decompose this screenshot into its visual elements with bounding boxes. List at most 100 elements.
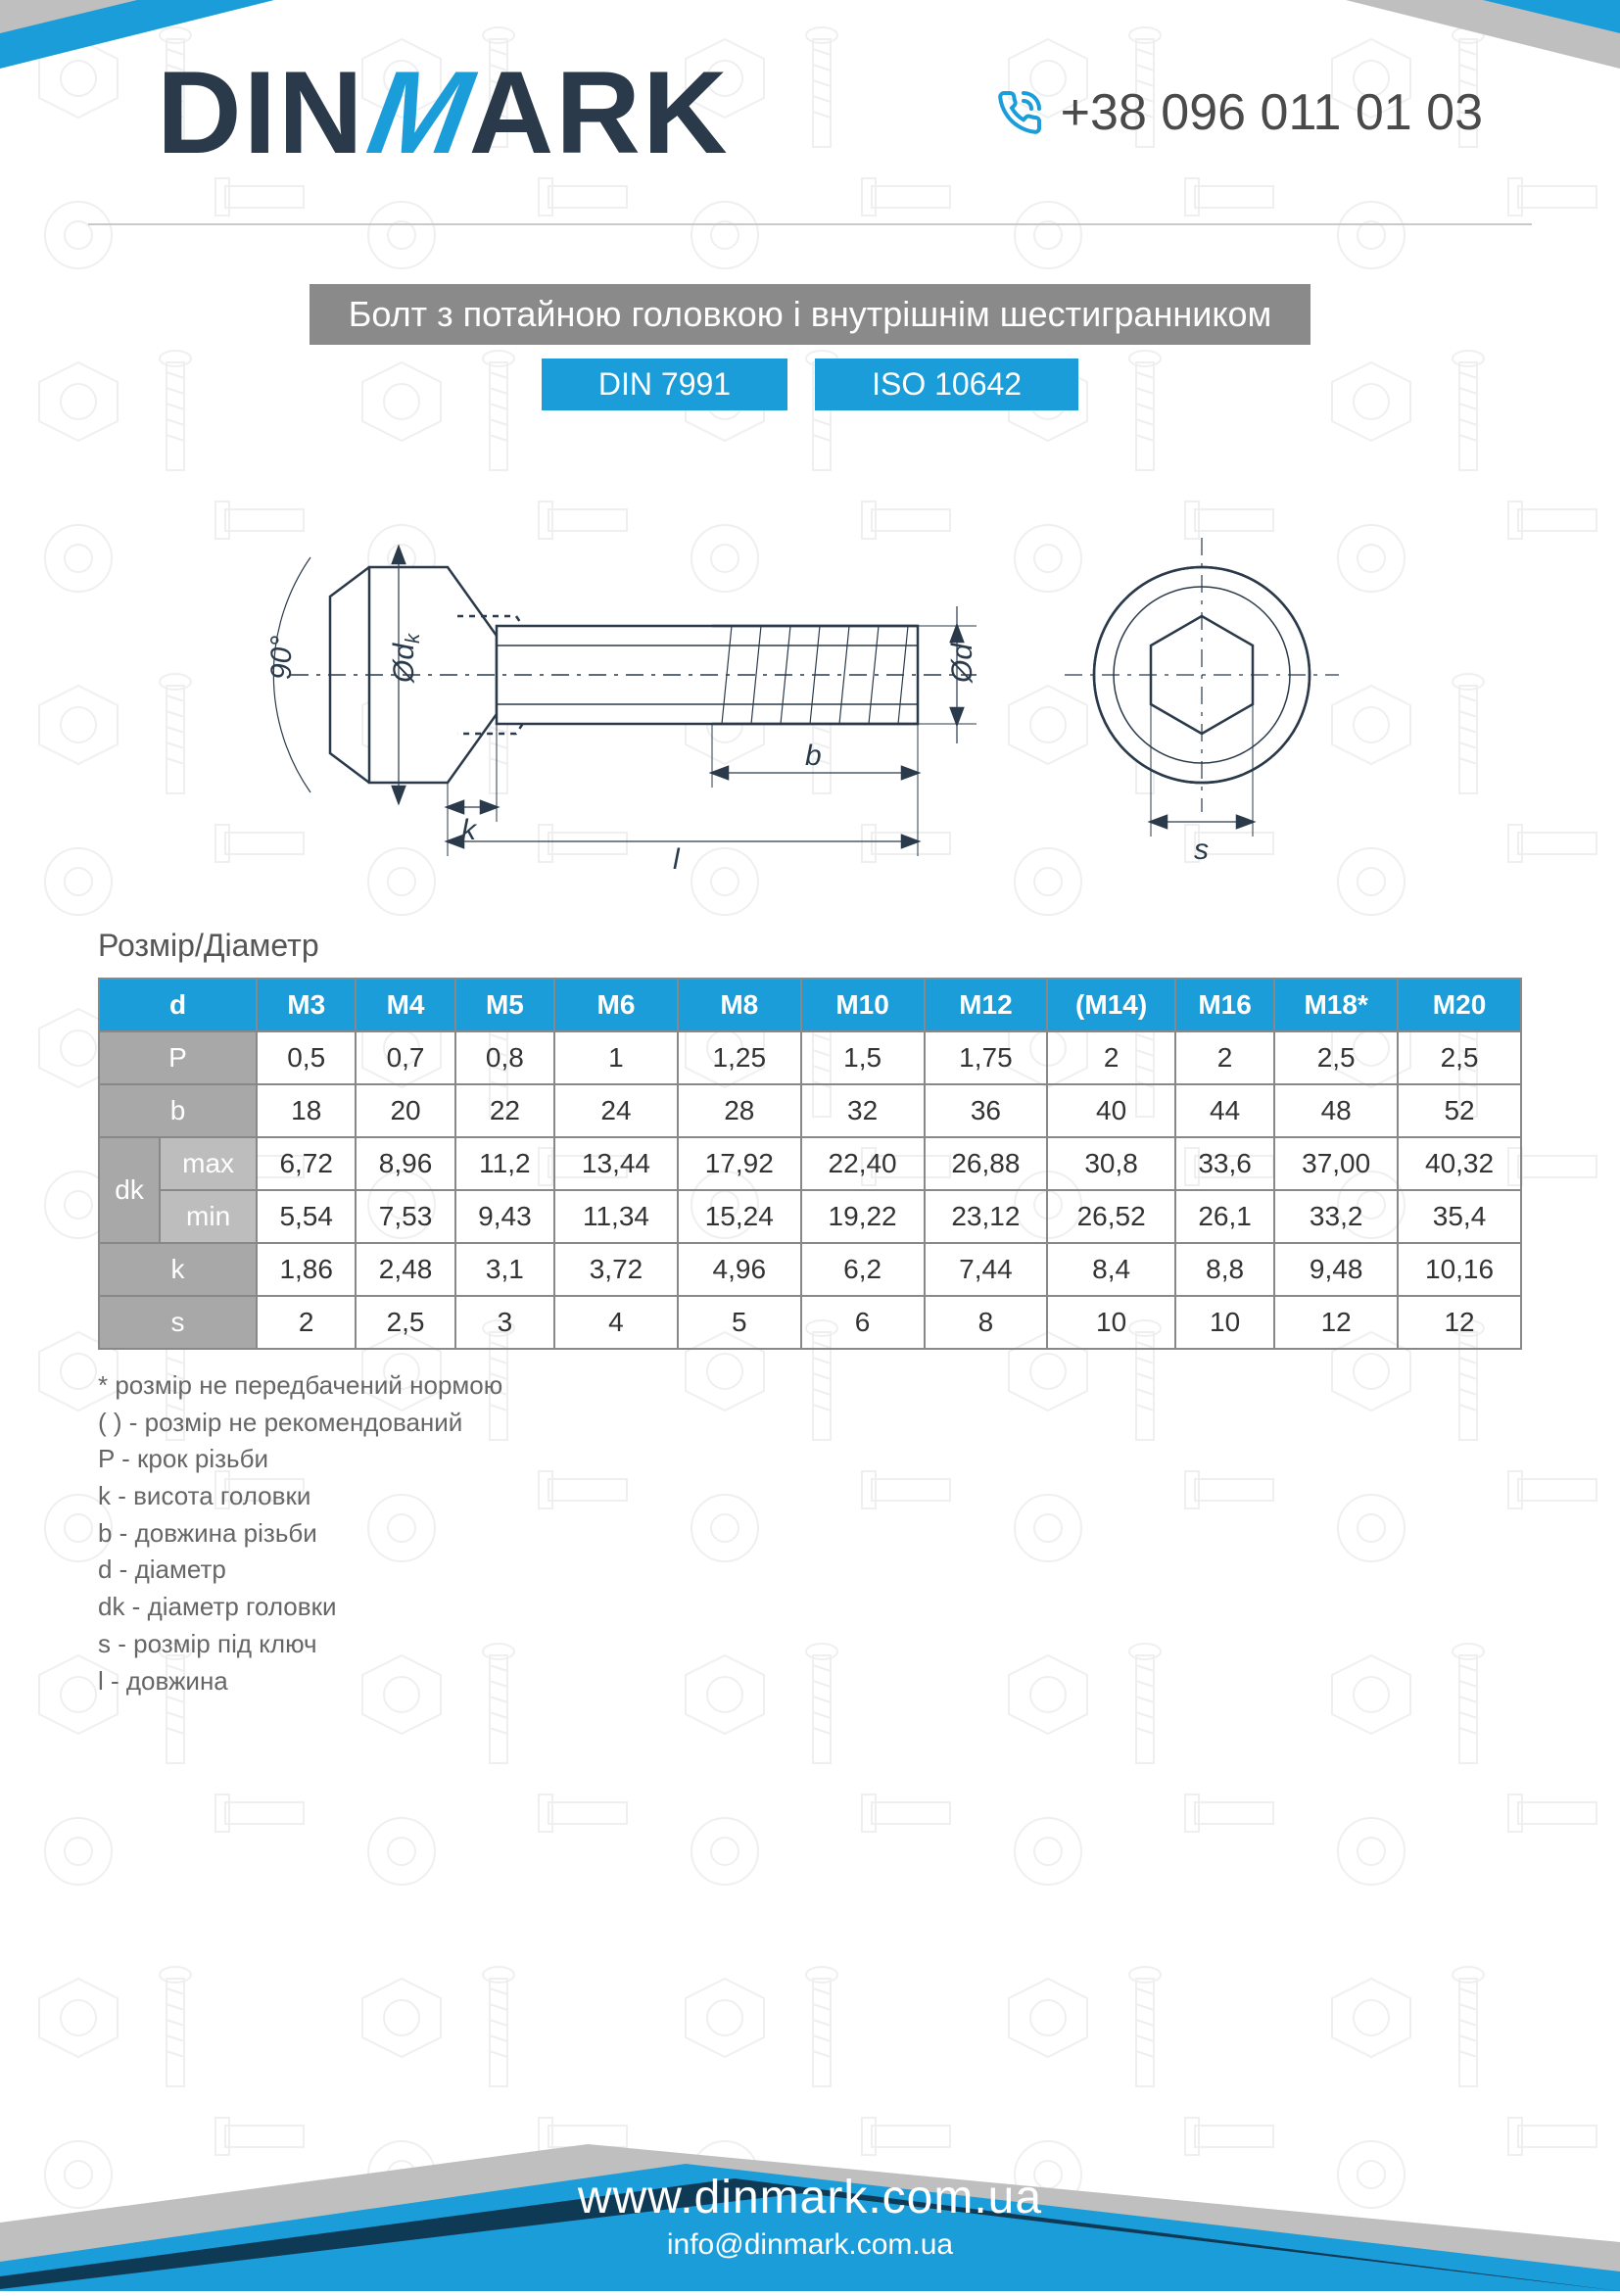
note-line: s - розмір під ключ: [98, 1626, 1522, 1663]
dim-k: k: [461, 814, 478, 846]
cell: 26,88: [925, 1137, 1048, 1190]
cell: 24: [554, 1084, 678, 1137]
row-label: b: [99, 1084, 257, 1137]
cell: 40: [1047, 1084, 1175, 1137]
row-label: dk: [99, 1137, 160, 1243]
cell: 9,43: [455, 1190, 554, 1243]
cell: 12: [1398, 1296, 1521, 1349]
table-header-row: d M3 M4 M5 M6 M8 M10 M12 (M14) M16 M18* …: [99, 979, 1521, 1031]
table-caption: Розмір/Діаметр: [98, 928, 1620, 964]
row-label: s: [99, 1296, 257, 1349]
cell: 8,96: [356, 1137, 454, 1190]
note-line: ( ) - розмір не рекомендований: [98, 1405, 1522, 1442]
row-label: P: [99, 1031, 257, 1084]
table-row: dkmax6,728,9611,213,4417,9222,4026,8830,…: [99, 1137, 1521, 1190]
note-line: * розмір не передбачений нормою: [98, 1367, 1522, 1405]
cell: 19,22: [801, 1190, 925, 1243]
phone-icon: [996, 89, 1043, 136]
note-line: b - довжина різьби: [98, 1515, 1522, 1553]
cell: 0,7: [356, 1031, 454, 1084]
cell: 11,2: [455, 1137, 554, 1190]
logo-m: M: [359, 45, 475, 180]
cell: 3: [455, 1296, 554, 1349]
phone-number: +38 096 011 01 03: [1061, 83, 1483, 142]
cell: 30,8: [1047, 1137, 1175, 1190]
cell: 15,24: [678, 1190, 801, 1243]
table-row: b1820222428323640444852: [99, 1084, 1521, 1137]
cell: 1,75: [925, 1031, 1048, 1084]
cell: 2,48: [356, 1243, 454, 1296]
cell: 26,1: [1175, 1190, 1274, 1243]
product-title: Болт з потайною головкою і внутрішнім ше…: [310, 284, 1311, 345]
cell: 33,2: [1274, 1190, 1398, 1243]
cell: 23,12: [925, 1190, 1048, 1243]
cell: 3,1: [455, 1243, 554, 1296]
cell: 10,16: [1398, 1243, 1521, 1296]
row-label: k: [99, 1243, 257, 1296]
cell: 52: [1398, 1084, 1521, 1137]
row-sublabel: max: [160, 1137, 257, 1190]
footer-mail: info@dinmark.com.ua: [0, 2228, 1620, 2262]
notes-block: * розмір не передбачений нормою( ) - роз…: [98, 1367, 1522, 1699]
cell: 0,5: [257, 1031, 356, 1084]
th-col: M4: [356, 979, 454, 1031]
table-row: min5,547,539,4311,3415,2419,2223,1226,52…: [99, 1190, 1521, 1243]
cell: 1: [554, 1031, 678, 1084]
header: DIN M ARK +38 096 011 01 03: [0, 0, 1620, 225]
th-col: M16: [1175, 979, 1274, 1031]
cell: 5: [678, 1296, 801, 1349]
th-col: M10: [801, 979, 925, 1031]
cell: 4: [554, 1296, 678, 1349]
cell: 44: [1175, 1084, 1274, 1137]
std-din: DIN 7991: [542, 359, 787, 410]
cell: 12: [1274, 1296, 1398, 1349]
note-line: P - крок різьби: [98, 1441, 1522, 1478]
cell: 8: [925, 1296, 1048, 1349]
std-iso: ISO 10642: [815, 359, 1078, 410]
logo-post: ARK: [469, 45, 730, 180]
phone-block: +38 096 011 01 03: [996, 83, 1483, 142]
technical-drawing: 90° Ødk Ød k b l s: [164, 469, 1456, 881]
dim-d: Ød: [946, 643, 978, 684]
cell: 2: [1047, 1031, 1175, 1084]
cell: 18: [257, 1084, 356, 1137]
th-col: M18*: [1274, 979, 1398, 1031]
title-section: Болт з потайною головкою і внутрішнім ше…: [0, 284, 1620, 410]
cell: 6: [801, 1296, 925, 1349]
footer-site: www.dinmark.com.ua: [0, 2171, 1620, 2224]
cell: 13,44: [554, 1137, 678, 1190]
note-line: dk - діаметр головки: [98, 1589, 1522, 1626]
cell: 28: [678, 1084, 801, 1137]
row-sublabel: min: [160, 1190, 257, 1243]
cell: 33,6: [1175, 1137, 1274, 1190]
logo-pre: DIN: [157, 45, 365, 180]
cell: 2,5: [1398, 1031, 1521, 1084]
cell: 4,96: [678, 1243, 801, 1296]
cell: 10: [1175, 1296, 1274, 1349]
cell: 26,52: [1047, 1190, 1175, 1243]
spec-table-wrap: d M3 M4 M5 M6 M8 M10 M12 (M14) M16 M18* …: [98, 978, 1522, 1350]
th-d: d: [99, 979, 257, 1031]
note-line: d - діаметр: [98, 1552, 1522, 1589]
cell: 17,92: [678, 1137, 801, 1190]
cell: 1,5: [801, 1031, 925, 1084]
table-row: s22,53456810101212: [99, 1296, 1521, 1349]
th-col: M6: [554, 979, 678, 1031]
cell: 22,40: [801, 1137, 925, 1190]
cell: 10: [1047, 1296, 1175, 1349]
cell: 0,8: [455, 1031, 554, 1084]
dim-l: l: [673, 843, 681, 876]
table-row: P0,50,70,811,251,51,75222,52,5: [99, 1031, 1521, 1084]
cell: 22: [455, 1084, 554, 1137]
cell: 5,54: [257, 1190, 356, 1243]
cell: 8,4: [1047, 1243, 1175, 1296]
cell: 7,44: [925, 1243, 1048, 1296]
cell: 6,72: [257, 1137, 356, 1190]
cell: 2,5: [356, 1296, 454, 1349]
cell: 7,53: [356, 1190, 454, 1243]
cell: 35,4: [1398, 1190, 1521, 1243]
dim-angle: 90°: [265, 636, 298, 680]
cell: 11,34: [554, 1190, 678, 1243]
cell: 9,48: [1274, 1243, 1398, 1296]
cell: 2,5: [1274, 1031, 1398, 1084]
